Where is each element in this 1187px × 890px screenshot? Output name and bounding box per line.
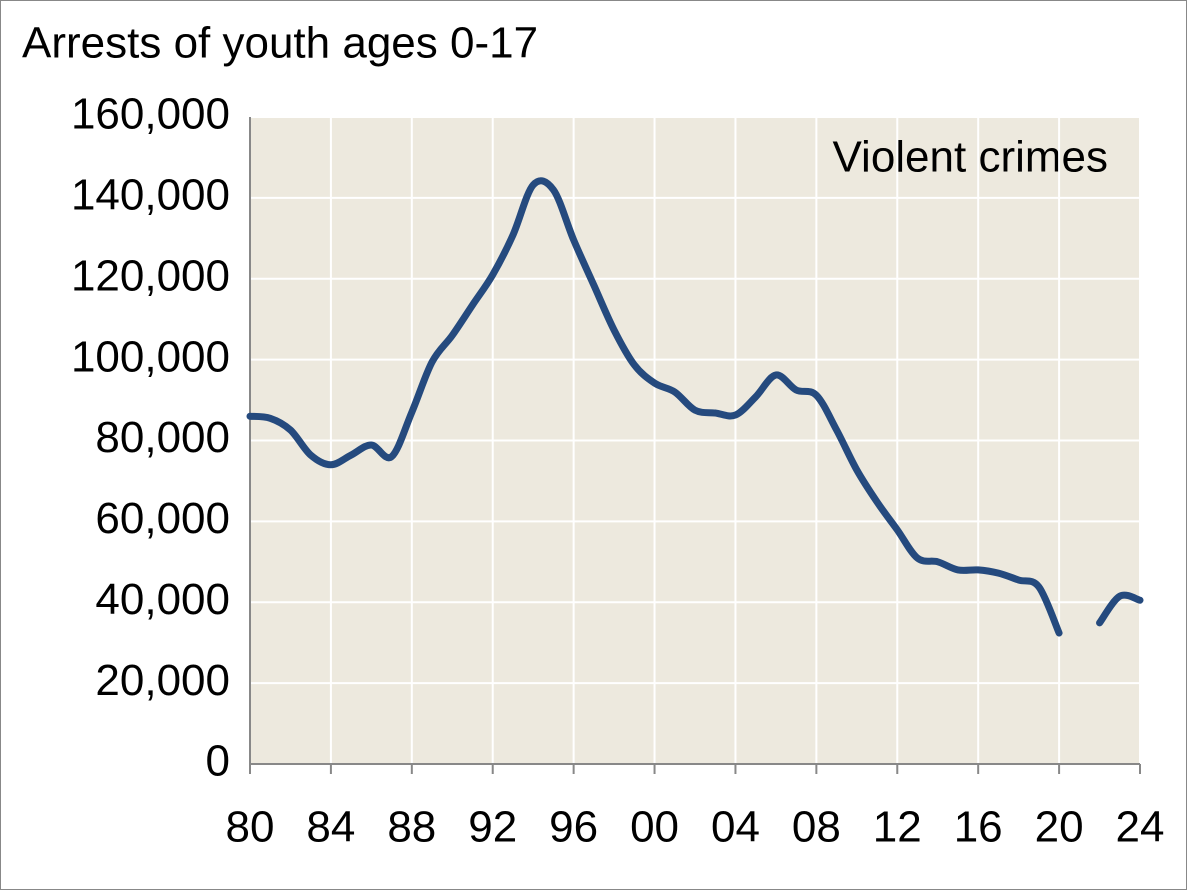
x-tick-label: 16	[954, 803, 1003, 852]
x-tick-label: 96	[549, 803, 598, 852]
chart-title: Arrests of youth ages 0-17	[22, 19, 538, 68]
x-tick-label: 00	[630, 803, 679, 852]
y-tick-label: 140,000	[71, 171, 230, 220]
x-tick-label: 88	[387, 803, 436, 852]
x-tick-label: 12	[873, 803, 922, 852]
x-tick-label: 08	[792, 803, 841, 852]
x-tick-label: 80	[226, 803, 275, 852]
y-tick-label: 40,000	[95, 575, 230, 624]
x-tick-label: 20	[1035, 803, 1084, 852]
x-tick-label: 04	[711, 803, 760, 852]
data-line	[246, 177, 1144, 637]
y-tick-label: 0	[206, 737, 230, 786]
y-tick-label: 100,000	[71, 332, 230, 381]
x-tick-label: 92	[468, 803, 517, 852]
annotation: Violent crimes	[832, 133, 1108, 182]
y-tick-label: 120,000	[71, 251, 230, 300]
x-tick-label: 24	[1116, 803, 1165, 852]
y-tick-label: 160,000	[71, 90, 230, 139]
x-tick-label: 84	[306, 803, 355, 852]
y-tick-label: 80,000	[95, 413, 230, 462]
y-tick-label: 60,000	[95, 494, 230, 543]
y-tick-label: 20,000	[95, 656, 230, 705]
